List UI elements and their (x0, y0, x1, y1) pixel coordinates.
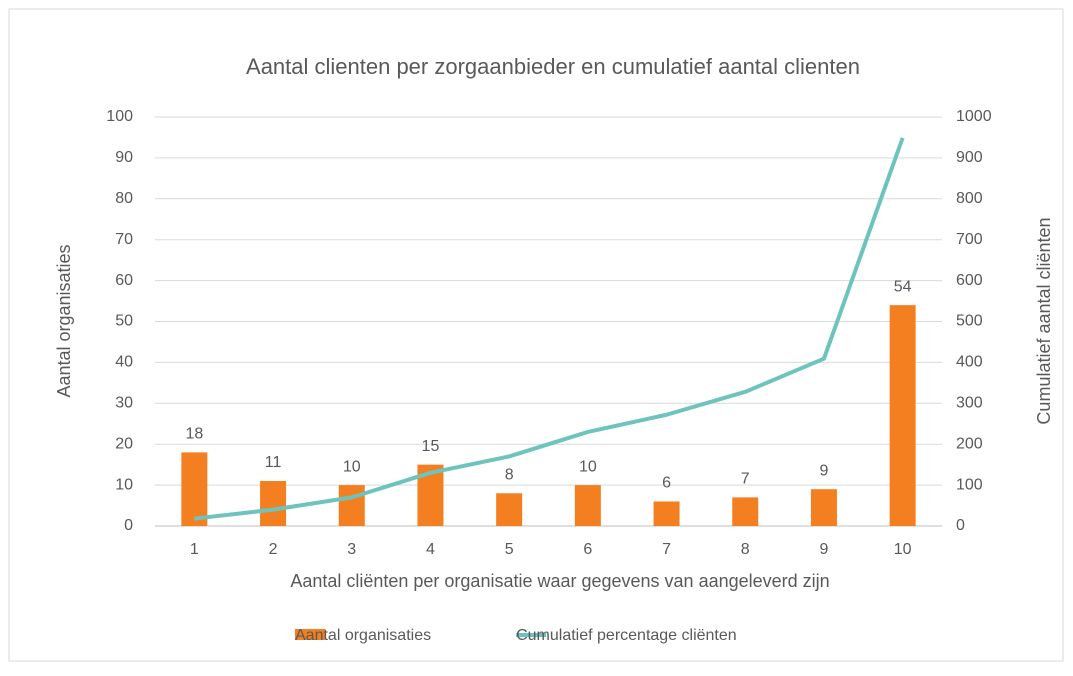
data-label: 15 (422, 438, 440, 455)
data-label: 18 (185, 426, 203, 443)
y-tick-label: 30 (115, 395, 133, 412)
y-tick-label: 10 (115, 476, 133, 493)
x-tick-label: 1 (190, 541, 199, 558)
y-axis-label: Aantal organisaties (54, 244, 74, 397)
bar (260, 481, 287, 526)
y2-tick-label: 1000 (956, 108, 992, 125)
data-label: 6 (662, 475, 671, 492)
y2-tick-label: 800 (956, 190, 983, 207)
y2-axis-label: Cumulatief aantal cliënten (1034, 217, 1054, 424)
bar (338, 485, 365, 526)
data-label: 9 (819, 462, 828, 479)
data-label: 8 (505, 466, 514, 483)
data-label: 10 (343, 458, 361, 475)
y-tick-label: 60 (115, 272, 133, 289)
chart-border (8, 8, 1064, 662)
y-tick-label: 0 (124, 517, 133, 534)
x-tick-label: 9 (819, 541, 828, 558)
legend-label: Cumulatief percentage cliënten (516, 627, 737, 644)
bar (181, 452, 208, 526)
y-tick-label: 50 (115, 313, 133, 330)
y2-tick-label: 0 (956, 517, 965, 534)
x-tick-label: 10 (894, 541, 912, 558)
y-tick-label: 20 (115, 435, 133, 452)
data-label: 54 (894, 278, 912, 295)
y2-tick-label: 500 (956, 313, 983, 330)
y2-tick-label: 700 (956, 231, 983, 248)
x-tick-label: 3 (347, 541, 356, 558)
y2-tick-label: 900 (956, 149, 983, 166)
y2-tick-label: 100 (956, 476, 983, 493)
legend-swatch (295, 629, 325, 640)
y-tick-label: 90 (115, 149, 133, 166)
bar (810, 489, 837, 526)
legend-label: Aantal organisaties (295, 627, 431, 644)
y-tick-label: 40 (115, 354, 133, 371)
data-label: 7 (741, 471, 750, 488)
y2-tick-label: 400 (956, 354, 983, 371)
y-tick-label: 100 (106, 108, 133, 125)
y2-tick-label: 600 (956, 272, 983, 289)
bar (732, 497, 759, 526)
x-tick-label: 2 (269, 541, 278, 558)
x-tick-label: 6 (583, 541, 592, 558)
bar (653, 501, 680, 526)
data-label: 10 (579, 458, 597, 475)
chart-title: Aantal clienten per zorgaanbieder en cum… (246, 54, 860, 79)
bar (574, 485, 601, 526)
bar (496, 493, 523, 526)
x-tick-label: 7 (662, 541, 671, 558)
x-axis-label: Aantal cliënten per organisatie waar geg… (290, 571, 829, 591)
y-tick-label: 70 (115, 231, 133, 248)
y2-tick-label: 300 (956, 395, 983, 412)
y2-tick-label: 200 (956, 435, 983, 452)
bar (889, 305, 916, 526)
y-tick-label: 80 (115, 190, 133, 207)
x-tick-label: 8 (741, 541, 750, 558)
x-tick-label: 4 (426, 541, 435, 558)
line (194, 137, 905, 521)
data-label: 11 (265, 454, 282, 471)
x-tick-label: 5 (505, 541, 514, 558)
